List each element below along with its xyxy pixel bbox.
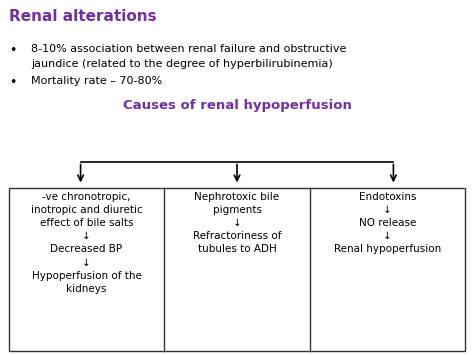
Text: Mortality rate – 70-80%: Mortality rate – 70-80%	[31, 76, 162, 86]
Text: 8-10% association between renal failure and obstructive: 8-10% association between renal failure …	[31, 44, 346, 54]
Text: •: •	[9, 44, 17, 58]
Text: Causes of renal hypoperfusion: Causes of renal hypoperfusion	[123, 99, 351, 113]
Text: Endotoxins
↓
NO release
↓
Renal hypoperfusion: Endotoxins ↓ NO release ↓ Renal hypoperf…	[334, 192, 441, 255]
Text: -ve chronotropic,
inotropic and diuretic
effect of bile salts
↓
Decreased BP
↓
H: -ve chronotropic, inotropic and diuretic…	[31, 192, 142, 294]
Text: jaundice (related to the degree of hyperbilirubinemia): jaundice (related to the degree of hyper…	[31, 59, 333, 69]
Text: Renal alterations: Renal alterations	[9, 9, 157, 24]
Text: Nephrotoxic bile
pigments
↓
Refractoriness of
tubules to ADH: Nephrotoxic bile pigments ↓ Refractorine…	[193, 192, 281, 255]
Bar	[9, 188, 465, 351]
Text: •: •	[9, 76, 17, 89]
